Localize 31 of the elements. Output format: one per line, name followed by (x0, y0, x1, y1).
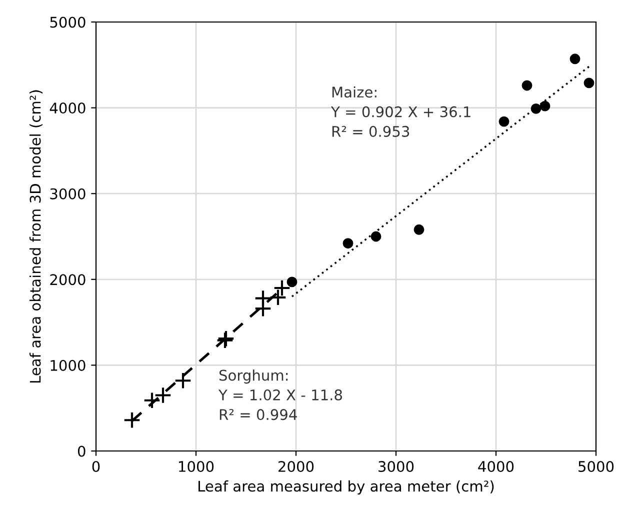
point (414, 224, 424, 235)
y-axis-title: Leaf area obtained from 3D model (cm²) (29, 90, 42, 383)
point (370, 231, 382, 242)
point (584, 78, 594, 88)
x-tick-label: 1000 (179, 460, 214, 472)
point (254, 300, 272, 318)
y-tick-label: 0 (78, 446, 86, 457)
point (530, 103, 542, 114)
y-tick-label: 5000 (50, 16, 86, 28)
point (342, 238, 354, 249)
x-tick-label: 0 (92, 460, 100, 472)
x-tick-label: 2000 (278, 460, 314, 472)
point (286, 276, 298, 288)
point (540, 100, 550, 112)
x-axis-title: Leaf area measured by area meter (cm²) (198, 480, 494, 495)
y-tick-label: 2000 (50, 274, 86, 286)
point (143, 392, 161, 410)
y-tick-label: 4000 (50, 102, 86, 114)
annotation: Sorghum: Y = 1.02 X - 11.8 R² = 0.994 (218, 369, 342, 420)
y-tick-label: 1000 (50, 360, 86, 371)
x-tick-label: 3000 (378, 460, 414, 472)
point (123, 411, 141, 429)
point (154, 386, 172, 404)
point (522, 80, 532, 91)
x-tick-label: 4000 (478, 460, 514, 472)
point (570, 54, 580, 64)
point (498, 116, 510, 127)
y-tick-label: 3000 (50, 188, 86, 200)
point (174, 372, 192, 390)
annotation: Maize: Y = 0.902 X + 36.1 R² = 0.953 (330, 86, 470, 137)
x-tick-label: 5000 (578, 460, 614, 472)
